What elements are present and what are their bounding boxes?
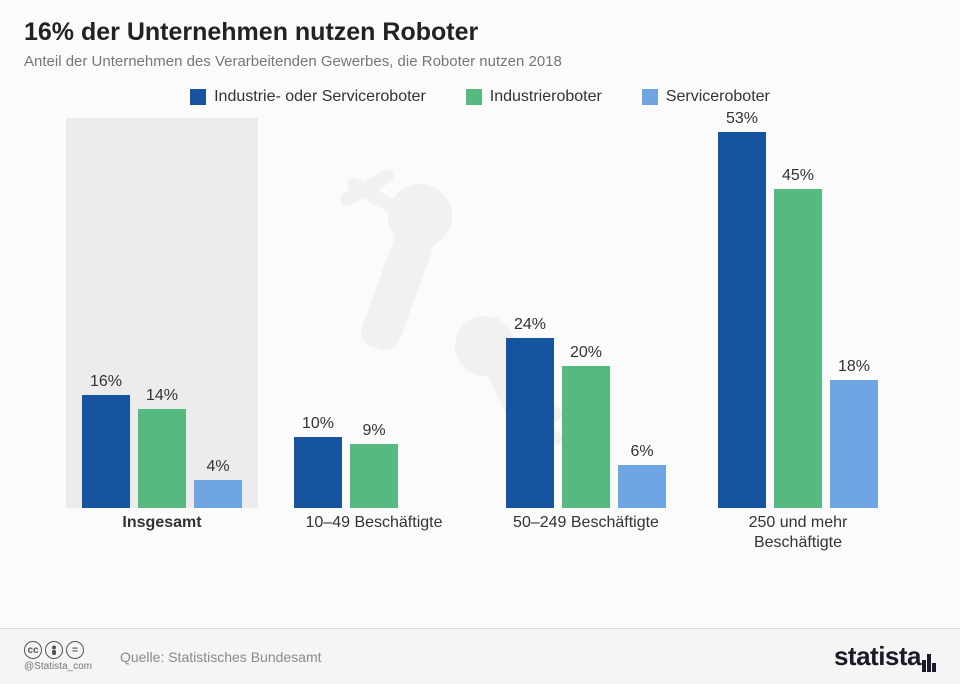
legend-label-0: Industrie- oder Serviceroboter bbox=[214, 88, 426, 106]
bar-group: 16%14%4% bbox=[66, 118, 258, 508]
chart-area: 16%14%4%10%9%24%20%6%53%45%18% Insgesamt… bbox=[24, 118, 936, 588]
bar-value-label: 4% bbox=[194, 458, 242, 476]
source-prefix: Quelle: bbox=[120, 649, 168, 665]
legend-item-2: Serviceroboter bbox=[642, 88, 770, 106]
footer-handle: @Statista_com bbox=[24, 661, 92, 672]
bar: 14% bbox=[138, 409, 186, 508]
legend-label-1: Industrieroboter bbox=[490, 88, 602, 106]
bar: 20% bbox=[562, 366, 610, 508]
bar: 53% bbox=[718, 132, 766, 508]
bar-group: 10%9% bbox=[278, 118, 470, 508]
bar: 16% bbox=[82, 395, 130, 508]
bar-value-label: 14% bbox=[138, 387, 186, 405]
x-axis: Insgesamt10–49 Beschäftigte50–249 Beschä… bbox=[24, 513, 936, 573]
bar-value-label: 9% bbox=[350, 422, 398, 440]
page-title: 16% der Unternehmen nutzen Roboter bbox=[24, 18, 936, 47]
brand-logo: statista bbox=[834, 641, 936, 672]
legend-swatch-0 bbox=[190, 89, 206, 105]
x-axis-label: 10–49 Beschäftigte bbox=[264, 513, 484, 533]
source-name: Statistisches Bundesamt bbox=[168, 649, 321, 665]
cc-license: cc = @Statista_com bbox=[24, 641, 92, 672]
brand-bar-icon bbox=[922, 660, 926, 672]
brand-bar-icon bbox=[932, 663, 936, 672]
cc-icon: cc bbox=[24, 641, 42, 659]
bar: 4% bbox=[194, 480, 242, 508]
x-axis-label: 50–249 Beschäftigte bbox=[476, 513, 696, 533]
footer: cc = @Statista_com Quelle: Statistisches… bbox=[0, 628, 960, 684]
page-subtitle: Anteil der Unternehmen des Verarbeitende… bbox=[24, 53, 936, 70]
bar-value-label: 53% bbox=[718, 110, 766, 128]
bar-value-label: 20% bbox=[562, 344, 610, 362]
bar: 18% bbox=[830, 380, 878, 508]
brand-text: statista bbox=[834, 641, 921, 672]
bar-group: 24%20%6% bbox=[490, 118, 682, 508]
bar: 6% bbox=[618, 465, 666, 508]
legend-swatch-1 bbox=[466, 89, 482, 105]
bar-value-label: 6% bbox=[618, 443, 666, 461]
bar: 45% bbox=[774, 189, 822, 508]
x-axis-label: Insgesamt bbox=[52, 513, 272, 533]
chart-container: 16% der Unternehmen nutzen Roboter Antei… bbox=[0, 0, 960, 684]
brand-bar-icon bbox=[927, 654, 931, 672]
bar-value-label: 10% bbox=[294, 415, 342, 433]
bar-value-label: 45% bbox=[774, 167, 822, 185]
bar-value-label: 16% bbox=[82, 373, 130, 391]
bar: 10% bbox=[294, 437, 342, 508]
plot: 16%14%4%10%9%24%20%6%53%45%18% bbox=[24, 118, 936, 508]
legend: Industrie- oder Serviceroboter Industrie… bbox=[24, 88, 936, 106]
x-axis-label: 250 und mehrBeschäftigte bbox=[688, 513, 908, 553]
bar: 24% bbox=[506, 338, 554, 508]
legend-item-1: Industrieroboter bbox=[466, 88, 602, 106]
bar-value-label: 24% bbox=[506, 316, 554, 334]
by-icon bbox=[45, 641, 63, 659]
legend-label-2: Serviceroboter bbox=[666, 88, 770, 106]
legend-item-0: Industrie- oder Serviceroboter bbox=[190, 88, 426, 106]
legend-swatch-2 bbox=[642, 89, 658, 105]
bar-value-label: 18% bbox=[830, 358, 878, 376]
bar-group: 53%45%18% bbox=[702, 118, 894, 508]
bar: 9% bbox=[350, 444, 398, 508]
nd-icon: = bbox=[66, 641, 84, 659]
source-text: Quelle: Statistisches Bundesamt bbox=[120, 649, 322, 665]
